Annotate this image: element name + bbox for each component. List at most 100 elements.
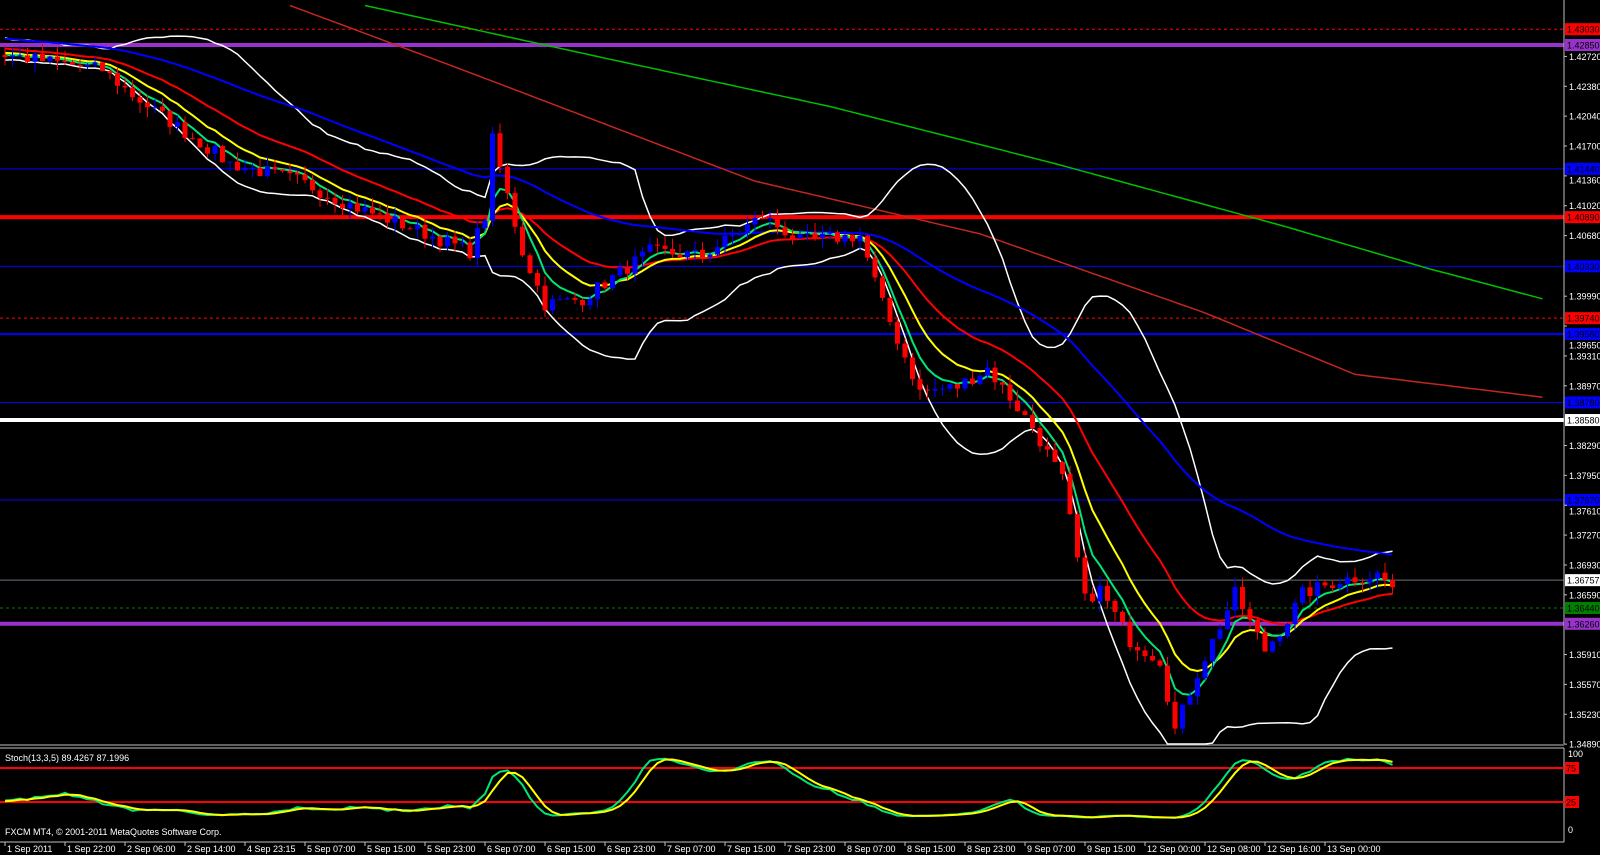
time-tick-label: 9 Sep 15:00 [1087, 844, 1136, 854]
candle [520, 220, 525, 257]
candle [250, 163, 255, 178]
candle-body [1105, 585, 1110, 601]
candle-body [625, 266, 630, 274]
ma-fast-line [4, 54, 1393, 696]
candle [1022, 409, 1028, 416]
candle [362, 199, 368, 215]
candle [1135, 642, 1140, 661]
price-level-tag [1565, 327, 1600, 340]
candle [1120, 610, 1125, 626]
candle [167, 110, 173, 135]
candle-body [610, 275, 615, 289]
candle-body [1037, 428, 1043, 447]
price-level-tag-label: 1.36757 [1567, 576, 1600, 586]
candle [145, 94, 150, 118]
candle [467, 237, 473, 261]
candle [77, 59, 83, 72]
candle [385, 204, 390, 228]
candle-body [722, 235, 728, 248]
time-tick-label: 12 Sep 00:00 [1147, 844, 1201, 854]
candle-body [505, 166, 510, 194]
candle [640, 246, 645, 266]
time-tick-label: 2 Sep 14:00 [187, 844, 236, 854]
candle-body [1007, 384, 1013, 401]
price-tick-label: 1.35570 [1569, 680, 1600, 690]
candle-body [1255, 619, 1260, 633]
candle-body [1322, 582, 1328, 586]
candle [730, 229, 735, 246]
candle [587, 294, 593, 311]
candle-body [1172, 701, 1178, 729]
candle [100, 61, 105, 72]
candle [445, 231, 450, 251]
candle-body [707, 254, 713, 258]
price-axis[interactable]: 1.43030 1.42850 1.41440 1.40890 1.40330 1.397… [0, 0, 1600, 750]
candle-body [2, 55, 8, 58]
time-tick-label: 1 Sep 22:00 [67, 844, 116, 854]
price-tick-label: 1.35910 [1569, 650, 1600, 660]
time-tick-label: 8 Sep 07:00 [847, 844, 896, 854]
candle-body [1300, 587, 1305, 603]
candle [1225, 601, 1230, 630]
candle [152, 99, 158, 114]
candle [295, 170, 300, 184]
candle [1270, 640, 1275, 653]
stoch-scale-label: 0 [1568, 825, 1573, 835]
candle-body [632, 256, 638, 274]
candle-body [730, 235, 735, 237]
candle-body [220, 146, 225, 163]
candle [917, 369, 923, 400]
candle-body [805, 233, 810, 235]
price-level-tag [1565, 162, 1600, 175]
candle [992, 361, 998, 391]
time-tick-label: 8 Sep 23:00 [967, 844, 1016, 854]
time-tick-label: 9 Sep 07:00 [1027, 844, 1076, 854]
candle-body [55, 56, 60, 61]
candle [835, 230, 840, 245]
candle-body [812, 233, 818, 238]
candle-body [1067, 473, 1073, 515]
candle-body [40, 53, 45, 61]
candle-body [1127, 622, 1133, 647]
time-tick-label: 4 Sep 23:15 [247, 844, 296, 854]
candle-body [1180, 704, 1185, 729]
candle [92, 57, 98, 68]
candle-body [355, 203, 360, 212]
candle-body [737, 233, 743, 236]
candle [872, 251, 878, 282]
ma-200-line [364, 4, 1543, 300]
time-tick-label: 5 Sep 15:00 [367, 844, 416, 854]
candle [1090, 586, 1095, 604]
candle-body [512, 193, 518, 227]
candle [625, 260, 630, 280]
candle [1015, 390, 1020, 412]
candle-body [1120, 611, 1125, 623]
candle-body [92, 62, 98, 65]
time-tick-label: 8 Sep 15:00 [907, 844, 956, 854]
candle [415, 218, 420, 238]
candle-body [1112, 600, 1118, 612]
candle-body [865, 235, 870, 258]
candle-body [1285, 624, 1290, 637]
candle-body [257, 167, 263, 177]
candle-body [700, 249, 705, 258]
candle [1315, 575, 1320, 606]
candle-body [617, 266, 623, 276]
stoch-level-tag [1565, 796, 1579, 808]
candle-body [970, 378, 975, 385]
candle [265, 156, 270, 179]
ma-mid-line [4, 51, 1393, 673]
candle-body [1262, 632, 1268, 652]
candle-body [1142, 650, 1148, 657]
candle-body [160, 106, 165, 111]
candle [760, 210, 765, 220]
candle [437, 234, 443, 253]
candle-body [10, 55, 15, 58]
price-level-tag-label: 1.42850 [1567, 41, 1600, 51]
candle [1157, 658, 1163, 668]
candle-body [1307, 587, 1313, 597]
candle [932, 378, 938, 398]
candle [1165, 656, 1170, 706]
candle [535, 269, 540, 293]
